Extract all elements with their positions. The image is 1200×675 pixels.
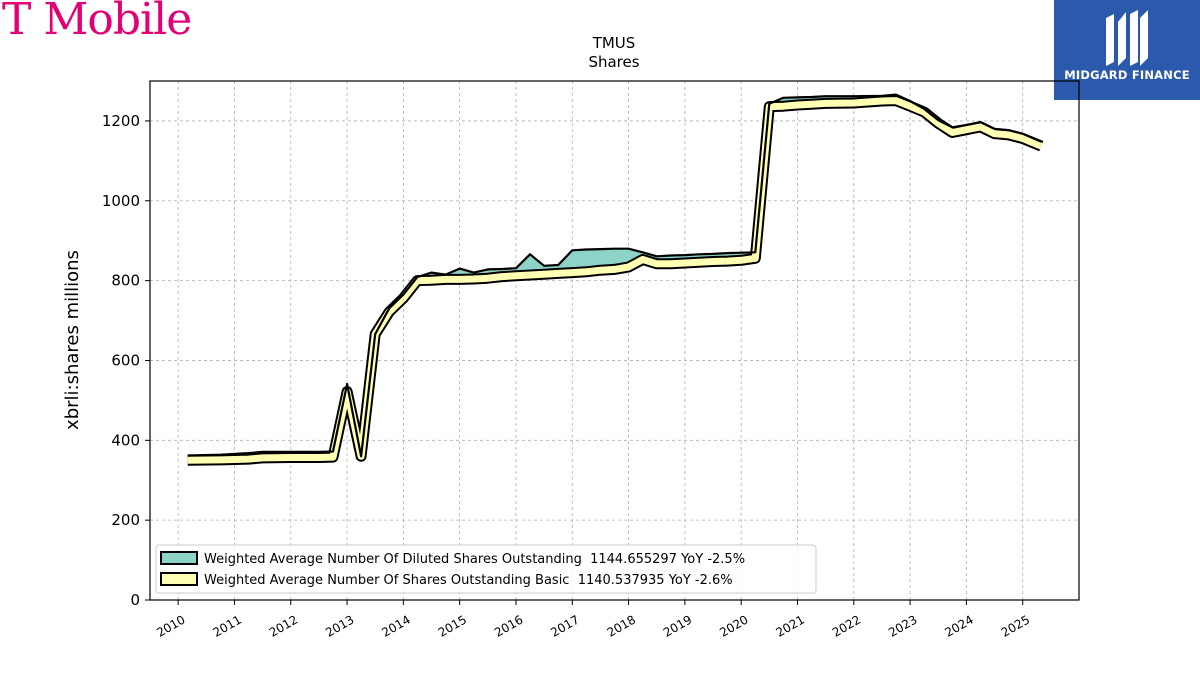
- y-tick-label: 200: [111, 511, 140, 529]
- y-tick-label: 1200: [102, 112, 140, 130]
- legend-label-diluted: Weighted Average Number Of Diluted Share…: [204, 552, 745, 567]
- x-tick-label: 2014: [379, 612, 412, 639]
- legend-swatch-basic: [160, 572, 198, 586]
- legend-label-basic: Weighted Average Number Of Shares Outsta…: [204, 573, 733, 588]
- x-tick-label: 2017: [548, 612, 581, 639]
- x-tick-label: 2016: [492, 612, 525, 639]
- x-tick-label: 2018: [605, 612, 638, 639]
- x-tick-label: 2013: [323, 612, 356, 639]
- y-axis-ticks: 0 200 400 600 800 1000 1200: [102, 112, 150, 609]
- x-tick-label: 2011: [211, 612, 244, 639]
- x-tick-label: 2010: [154, 612, 187, 639]
- legend-box: [155, 544, 817, 594]
- x-tick-label: 2012: [267, 612, 300, 639]
- x-axis-ticks: 2010 2011 2012 2013 2014 2015 2016 2017 2018 2019…: [154, 600, 1032, 640]
- grid: [150, 81, 1079, 601]
- x-tick-label: 2015: [436, 612, 469, 639]
- legend: Weighted Average Number Of Diluted Share…: [155, 544, 817, 594]
- midgard-finance-wordmark: MIDGARD FINANCE: [1064, 68, 1190, 82]
- plot-frame: [149, 80, 1080, 601]
- x-tick-label: 2022: [830, 612, 863, 639]
- x-tick-label: 2020: [717, 612, 750, 639]
- midgard-finance-logo: MIDGARD FINANCE: [1054, 0, 1200, 100]
- y-tick-label: 0: [130, 591, 140, 609]
- tmobile-logo-text: T Mobile: [2, 0, 192, 45]
- midgard-finance-emblem: [1054, 0, 1200, 100]
- series-layer: [187, 93, 1044, 466]
- legend-swatch-diluted: [160, 551, 198, 565]
- x-tick-label: 2025: [999, 612, 1032, 639]
- y-tick-label: 600: [111, 351, 140, 369]
- chart-title: TMUS: [592, 34, 636, 52]
- y-tick-label: 400: [111, 431, 140, 449]
- chart-subtitle: Shares: [588, 53, 639, 71]
- tmobile-logo: T Mobile: [2, 0, 202, 48]
- y-axis-label: xbrli:shares millions: [62, 250, 83, 430]
- x-tick-label: 2019: [661, 612, 694, 639]
- series-diluted-area: [187, 94, 1042, 461]
- series-diluted-line: [187, 93, 1042, 458]
- y-tick-label: 1000: [102, 192, 140, 210]
- x-tick-label: 2021: [774, 612, 807, 639]
- y-tick-label: 800: [111, 272, 140, 290]
- x-tick-label: 2023: [886, 612, 919, 639]
- x-tick-label: 2024: [942, 612, 975, 639]
